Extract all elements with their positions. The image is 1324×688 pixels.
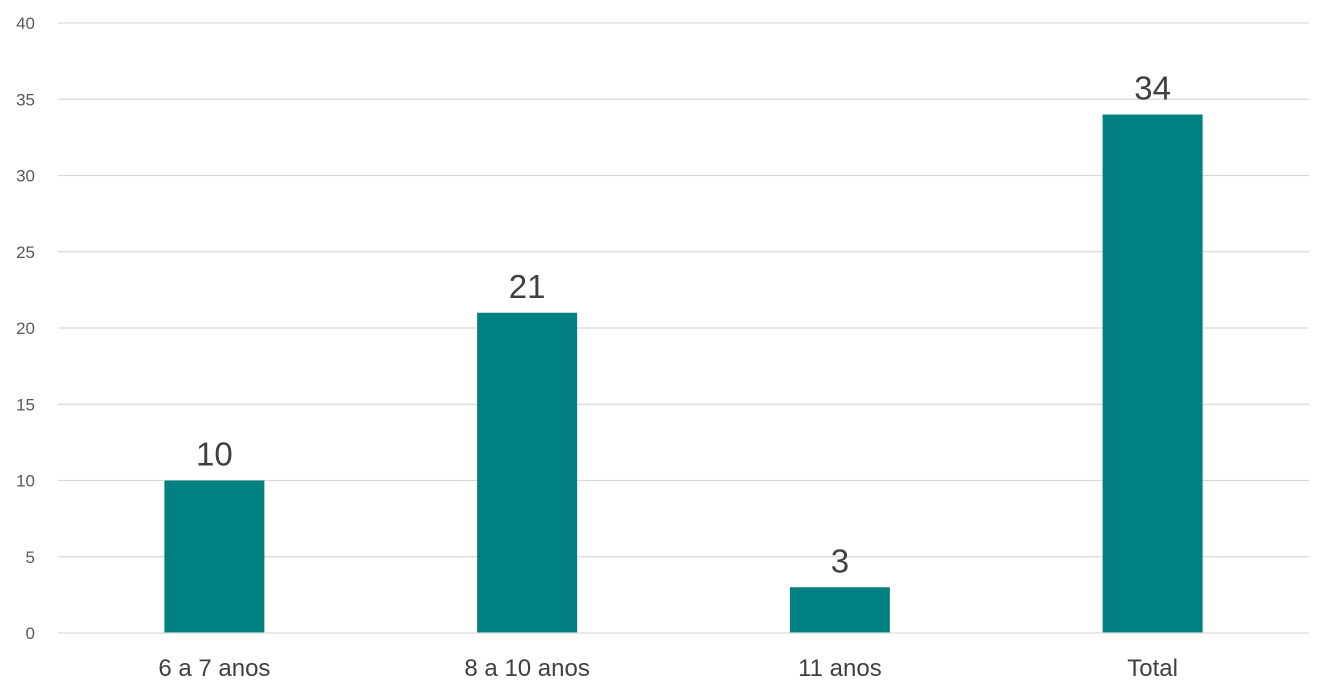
y-tick-label: 35	[16, 90, 35, 109]
x-category-label: Total	[1127, 655, 1178, 682]
bar	[1102, 114, 1203, 633]
data-labels: 10 21 3 34	[196, 70, 1171, 580]
y-tick-label: 20	[16, 319, 35, 338]
bar	[164, 480, 265, 633]
y-tick-label: 0	[26, 624, 35, 643]
x-category-label: 8 a 10 anos	[464, 655, 589, 682]
data-label: 3	[831, 542, 849, 579]
y-axis-ticks: 0 5 10 15 20 25 30 35 40	[16, 14, 35, 643]
y-tick-label: 40	[16, 14, 35, 33]
x-category-label: 6 a 7 anos	[158, 655, 270, 682]
y-tick-label: 5	[26, 548, 35, 567]
bars	[164, 114, 1203, 633]
gridlines	[58, 22, 1309, 558]
bar	[789, 587, 890, 633]
y-tick-label: 10	[16, 472, 35, 491]
y-tick-label: 15	[16, 395, 35, 414]
data-label: 34	[1134, 70, 1171, 107]
x-category-label: 11 anos	[798, 655, 882, 682]
bar	[477, 312, 578, 633]
x-axis-categories: 6 a 7 anos 8 a 10 anos 11 anos Total	[158, 655, 1178, 682]
data-label: 10	[196, 436, 233, 473]
y-tick-label: 25	[16, 243, 35, 262]
y-tick-label: 30	[16, 167, 35, 186]
data-label: 21	[509, 268, 546, 305]
